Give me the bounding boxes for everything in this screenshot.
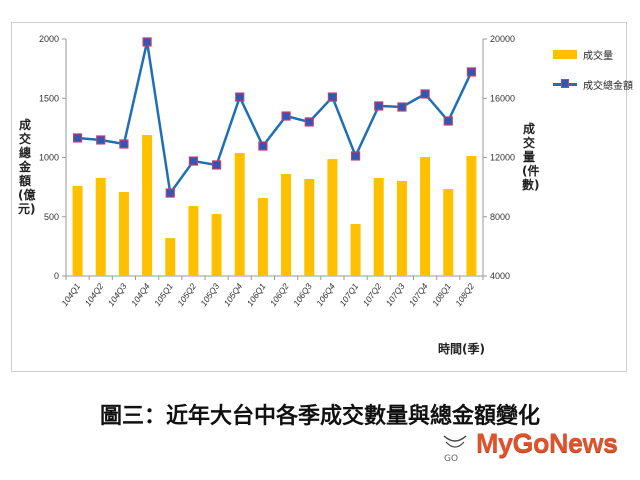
- chart-frame: [11, 22, 627, 372]
- line-marker: [142, 37, 152, 47]
- line-marker-swatch-icon: [553, 79, 577, 89]
- right-axis-title: 成交量(件數): [522, 122, 540, 192]
- bar: [327, 159, 338, 276]
- bar: [257, 198, 268, 276]
- line-marker: [374, 101, 384, 111]
- line-marker: [281, 111, 291, 121]
- line-marker: [211, 160, 222, 170]
- x-tick-label: 104Q3: [106, 281, 129, 308]
- line-marker: [119, 139, 129, 149]
- bar: [165, 238, 176, 276]
- bar: [234, 152, 245, 276]
- left-tick-label: 0: [54, 271, 59, 281]
- x-tick-label: 105Q1: [152, 281, 175, 308]
- x-tick-label: 108Q1: [430, 281, 453, 308]
- x-tick-label: 105Q3: [198, 281, 221, 308]
- bar-swatch-icon: [553, 49, 577, 59]
- line-marker: [72, 133, 83, 143]
- mygonews-watermark: GO MyGoNews: [438, 428, 638, 468]
- bar: [118, 191, 129, 276]
- go-logo-icon: GO: [438, 432, 472, 466]
- line-marker: [420, 89, 430, 99]
- right-tick-label: 16000: [490, 93, 515, 103]
- legend-item-line: 成交總金額: [553, 74, 633, 94]
- left-tick-label: 2000: [39, 34, 59, 44]
- bar: [466, 155, 477, 276]
- bar: [396, 180, 407, 276]
- right-tick-label: 8000: [490, 212, 510, 222]
- line-marker: [165, 188, 175, 198]
- bar: [188, 205, 199, 276]
- line-marker: [304, 117, 314, 127]
- line-marker: [258, 141, 268, 151]
- line-marker: [443, 116, 453, 126]
- x-tick-label: 106Q4: [314, 281, 337, 308]
- line-marker: [235, 92, 245, 102]
- brand-name: MyGoNews: [476, 428, 618, 458]
- bar: [95, 178, 106, 276]
- x-tick-label: 106Q1: [245, 281, 268, 308]
- x-tick-label: 107Q3: [384, 281, 407, 308]
- line-marker: [327, 92, 338, 102]
- left-axis-title: 成交總金額(億元): [18, 118, 36, 216]
- right-tick-label: 20000: [490, 34, 515, 44]
- bar: [443, 189, 454, 276]
- left-tick-label: 1000: [39, 153, 59, 163]
- x-tick-label: 106Q3: [291, 281, 314, 308]
- x-tick-label: 104Q4: [129, 281, 152, 308]
- x-tick-label: 104Q1: [59, 281, 82, 308]
- x-tick-label: 104Q2: [83, 281, 106, 308]
- x-tick-label: 108Q2: [453, 281, 476, 308]
- chart-legend: 成交量 成交總金額: [553, 44, 633, 104]
- bar: [373, 178, 384, 276]
- line-marker: [96, 135, 106, 145]
- legend-line-label: 成交總金額: [583, 80, 633, 92]
- x-tick-label: 105Q4: [222, 281, 245, 308]
- line-marker: [397, 102, 407, 112]
- bar: [72, 185, 83, 276]
- right-tick-label: 12000: [490, 153, 515, 163]
- left-tick-label: 500: [44, 212, 59, 222]
- line-marker: [466, 67, 477, 77]
- bar: [211, 214, 222, 276]
- bar: [304, 178, 315, 276]
- bar: [420, 157, 431, 276]
- x-tick-label: 105Q2: [175, 281, 198, 308]
- x-tick-label: 107Q1: [337, 281, 360, 308]
- legend-item-bar: 成交量: [553, 44, 633, 64]
- line-series: [77, 41, 473, 197]
- left-tick-label: 1500: [39, 93, 59, 103]
- legend-bar-label: 成交量: [583, 50, 613, 62]
- bar: [142, 134, 153, 276]
- x-tick-label: 107Q4: [407, 281, 430, 308]
- x-tick-label: 106Q2: [268, 281, 291, 308]
- right-tick-label: 4000: [490, 271, 510, 281]
- x-tick-label: 107Q2: [361, 281, 384, 308]
- line-marker: [188, 156, 199, 166]
- figure-caption: 圖三：近年大台中各季成交數量與總金額變化: [99, 404, 540, 429]
- bar: [281, 173, 292, 276]
- bar: [350, 223, 361, 276]
- x-axis-title: 時間(季): [438, 342, 485, 356]
- line-marker: [350, 151, 361, 161]
